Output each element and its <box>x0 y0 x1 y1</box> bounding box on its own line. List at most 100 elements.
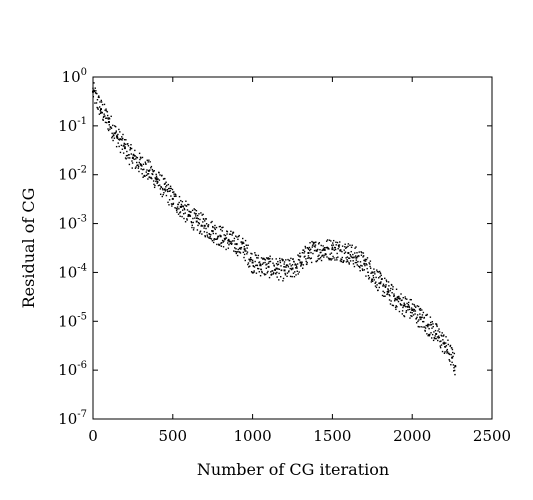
data-point <box>430 321 432 324</box>
data-point <box>221 230 223 232</box>
data-point <box>264 273 267 276</box>
data-point <box>358 251 360 253</box>
data-point <box>197 221 200 224</box>
data-point <box>441 350 444 353</box>
data-point <box>440 344 443 346</box>
data-point <box>353 256 355 258</box>
data-point <box>112 134 115 136</box>
data-point <box>155 175 158 178</box>
data-point <box>325 240 328 242</box>
data-point <box>379 282 382 285</box>
data-point <box>200 224 203 227</box>
data-point <box>335 241 337 243</box>
data-point <box>93 90 96 93</box>
data-point <box>112 124 114 127</box>
data-point <box>110 126 112 129</box>
data-point <box>261 271 263 274</box>
data-point <box>194 217 196 219</box>
data-point <box>120 138 122 141</box>
data-point <box>344 246 346 248</box>
data-point <box>408 305 410 307</box>
data-point <box>303 252 305 254</box>
data-point <box>337 244 340 247</box>
data-point <box>401 310 404 312</box>
data-point <box>208 233 211 235</box>
data-point <box>277 263 280 265</box>
data-point <box>227 239 230 242</box>
data-point <box>426 333 428 335</box>
data-point <box>437 337 440 339</box>
data-point <box>255 272 258 274</box>
data-point <box>435 323 438 325</box>
data-point <box>413 308 416 311</box>
data-point <box>239 252 242 254</box>
data-point <box>348 262 350 264</box>
data-point <box>216 243 218 246</box>
data-point <box>347 260 349 263</box>
data-point <box>163 192 165 194</box>
data-point <box>169 185 172 188</box>
data-point <box>178 208 180 210</box>
data-point <box>198 213 200 215</box>
data-point <box>286 275 288 278</box>
data-point <box>253 271 255 274</box>
data-point <box>228 233 231 235</box>
data-point <box>307 247 309 250</box>
data-point <box>318 242 321 244</box>
data-point <box>198 222 200 225</box>
data-point <box>280 269 283 271</box>
data-point <box>251 253 253 255</box>
data-point <box>222 241 224 243</box>
data-point <box>397 296 399 298</box>
data-point <box>311 244 314 246</box>
data-point <box>111 135 114 138</box>
data-point <box>171 203 173 205</box>
data-point <box>181 200 184 203</box>
data-point <box>192 217 194 220</box>
data-point <box>113 134 115 137</box>
data-point <box>127 157 129 159</box>
data-point <box>400 304 403 306</box>
data-point <box>204 235 206 237</box>
data-point <box>147 161 149 163</box>
y-tick-base: 10 <box>58 117 77 135</box>
data-point <box>136 156 139 159</box>
data-point <box>395 308 397 311</box>
data-point <box>356 264 358 266</box>
data-point <box>279 276 282 278</box>
x-tick-label: 2000 <box>393 427 431 445</box>
data-point <box>191 209 194 212</box>
data-point <box>295 264 298 266</box>
data-point <box>249 265 251 267</box>
data-point <box>159 188 162 190</box>
data-point <box>294 263 297 265</box>
data-point <box>298 259 301 261</box>
data-point <box>102 118 104 121</box>
data-point <box>150 165 153 168</box>
data-point <box>325 253 327 255</box>
data-point <box>95 90 97 92</box>
data-point <box>409 317 411 319</box>
data-point <box>328 258 330 261</box>
data-point <box>256 264 259 267</box>
data-point <box>341 250 343 253</box>
data-point <box>276 264 279 266</box>
data-point <box>305 258 307 260</box>
data-point <box>203 231 206 233</box>
data-point <box>301 261 303 263</box>
data-point <box>99 112 102 114</box>
data-point <box>398 295 400 298</box>
data-point <box>151 173 154 176</box>
data-point <box>239 251 241 253</box>
data-point <box>381 294 384 297</box>
data-point <box>452 364 455 366</box>
data-point <box>189 214 191 217</box>
data-point <box>266 272 268 274</box>
data-point <box>242 241 244 244</box>
data-point <box>416 316 418 319</box>
x-tick-label: 0 <box>88 427 98 445</box>
data-point <box>297 273 299 275</box>
data-point <box>145 163 147 165</box>
data-point <box>384 277 386 280</box>
